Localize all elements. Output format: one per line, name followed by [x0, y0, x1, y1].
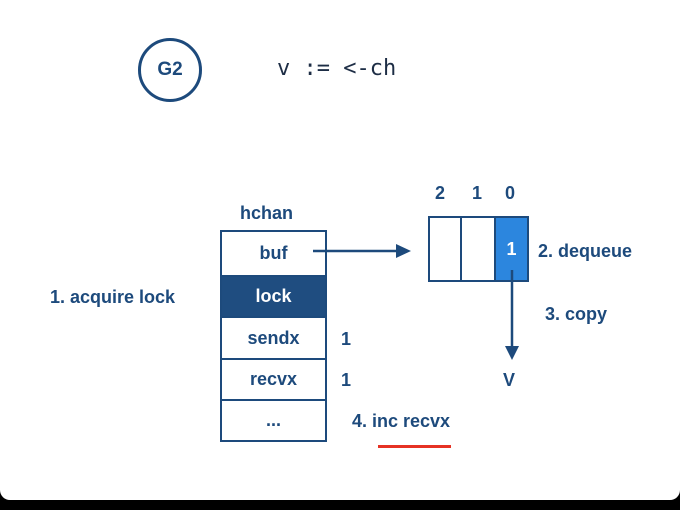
recvx-value: 1	[341, 370, 352, 390]
buffer-index-0: 0	[505, 183, 516, 203]
buffer-index-2: 2	[435, 183, 446, 203]
goroutine-label: G2	[157, 59, 183, 80]
field-label-sendx: sendx	[247, 327, 300, 348]
hchan-field-lock: lock	[220, 275, 327, 318]
step-dequeue: 2. dequeue	[538, 241, 633, 261]
step-inc-recvx: 4. inc recvx	[352, 411, 451, 431]
buf-to-buffer-arrow	[313, 244, 411, 258]
step-copy: 3. copy	[545, 304, 608, 324]
hchan-field-buf: buf	[220, 230, 327, 277]
code-statement: v := <-ch	[277, 56, 397, 81]
sendx-value: 1	[341, 329, 352, 349]
buffer-index-1: 1	[472, 183, 483, 203]
field-label-buf: buf	[259, 243, 288, 263]
field-label-more: ...	[265, 410, 281, 430]
field-label-recvx: recvx	[249, 369, 298, 389]
hchan-field-more: ...	[220, 399, 327, 442]
goroutine-g2-circle: G2	[138, 38, 202, 102]
step-acquire-lock: 1. acquire lock	[50, 287, 176, 307]
buffer-slot-0-value: 1	[506, 238, 517, 259]
buffer-slot-1	[460, 216, 496, 282]
hchan-title: hchan	[240, 203, 294, 223]
inc-recvx-underline	[378, 445, 451, 448]
field-label-lock: lock	[255, 286, 292, 306]
target-variable: V	[503, 370, 516, 390]
buffer-slot-0: 1	[494, 216, 529, 282]
hchan-field-recvx: recvx	[220, 358, 327, 401]
copy-arrow	[505, 270, 519, 360]
hchan-field-sendx: sendx	[220, 316, 327, 360]
